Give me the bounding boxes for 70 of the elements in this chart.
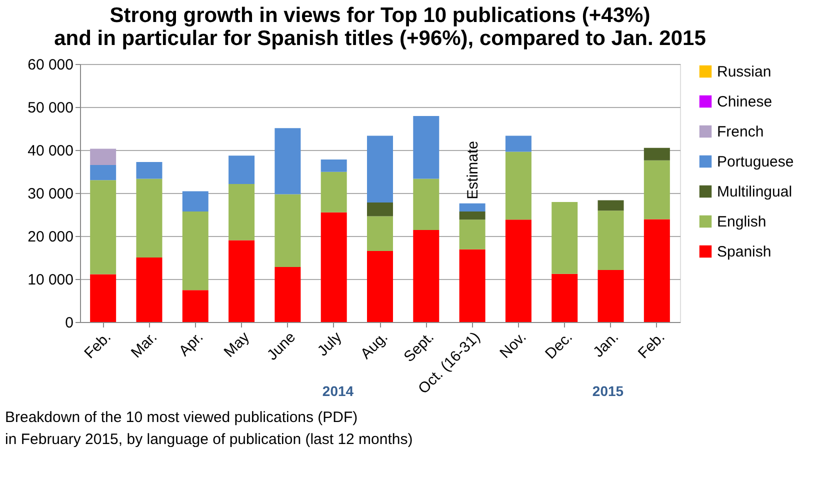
bar	[90, 180, 116, 274]
x-tick-label: Aug.	[357, 328, 392, 363]
y-tick-label: 10 000	[28, 272, 74, 288]
bar	[413, 230, 440, 322]
legend-label: Multilingual	[717, 184, 792, 200]
bar	[228, 240, 255, 322]
bar	[136, 178, 162, 258]
legend-label: Spanish	[717, 244, 772, 260]
bar	[598, 200, 624, 211]
bar	[182, 191, 208, 212]
y-tick-label: 60 000	[28, 56, 74, 74]
bar	[274, 266, 301, 322]
bar	[182, 211, 208, 290]
legend-label: Portuguese	[717, 154, 794, 170]
x-tick-label: July	[314, 328, 346, 360]
bar	[598, 210, 624, 270]
x-tick-label: Feb.	[634, 328, 668, 362]
bar	[505, 136, 532, 152]
y-tick-label: 40 000	[28, 142, 74, 160]
bar	[598, 270, 624, 322]
bar	[228, 156, 255, 184]
legend-label: Russian	[717, 64, 772, 80]
legend-label: English	[717, 214, 766, 230]
chart-title: Strong growth in views for Top 10 publications (+43%) and in particular for Spanish titles (+96%), compared to Jan. 2015	[54, 4, 706, 50]
bar	[274, 128, 301, 194]
y-tick-label: 0	[65, 314, 74, 332]
bar	[90, 148, 116, 166]
bar	[320, 159, 347, 172]
bar	[367, 136, 393, 202]
x-tick-label: Feb.	[81, 328, 114, 362]
bar	[320, 172, 347, 212]
bar	[505, 152, 532, 220]
legend-label: French	[717, 124, 764, 140]
bar	[644, 160, 670, 220]
x-tick-label: Apr.	[176, 328, 207, 360]
x-tick-label: Dec.	[542, 328, 576, 363]
text: 2015	[592, 383, 624, 399]
bar	[90, 274, 116, 322]
bar	[505, 220, 532, 322]
bar	[367, 202, 393, 216]
bar	[459, 211, 486, 220]
bar	[459, 220, 486, 250]
bar	[644, 219, 670, 322]
annotation: Estimate	[464, 140, 482, 200]
bar	[182, 290, 208, 322]
x-tick-label: Mar.	[128, 328, 161, 362]
bar	[90, 165, 116, 180]
x-tick-label: Nov.	[496, 328, 530, 362]
bar	[552, 202, 578, 274]
bar	[413, 178, 440, 230]
legend-label: Chinese	[717, 94, 772, 110]
x-tick-label: Jan.	[590, 328, 622, 361]
x-tick-label: May	[220, 328, 254, 361]
bar	[552, 274, 578, 322]
bar	[644, 148, 670, 160]
bar	[413, 116, 440, 179]
bar	[367, 216, 393, 252]
y-tick-label: 30 000	[28, 186, 74, 202]
bar	[367, 251, 393, 322]
text: Breakdown of the 10 most viewed publications (PDF) in February 2015, by language of publication (last 12 months)	[5, 409, 413, 448]
text: 2014	[322, 383, 354, 399]
bar	[136, 258, 162, 322]
bar	[136, 162, 162, 179]
bar	[228, 184, 255, 240]
bar	[274, 194, 301, 267]
y-tick-label: 50 000	[28, 100, 74, 116]
bar	[459, 249, 486, 322]
y-tick-label: 20 000	[28, 228, 74, 246]
bar	[320, 212, 347, 322]
bar	[459, 203, 486, 212]
